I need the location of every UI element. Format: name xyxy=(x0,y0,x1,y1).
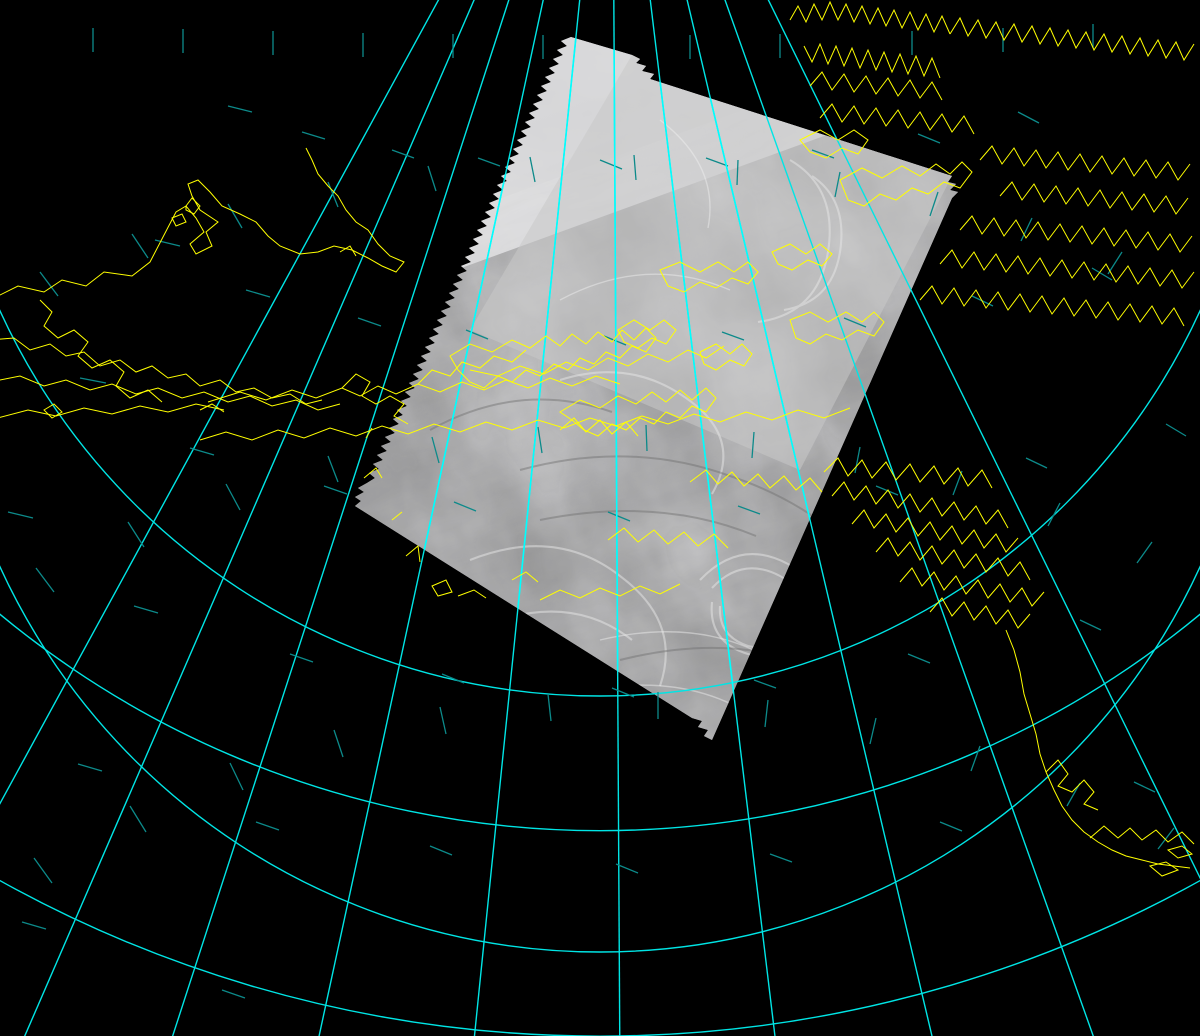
coastline-melville-island xyxy=(659,261,759,293)
coastline-swath-gulf-boothia xyxy=(689,469,823,493)
coastline-devon-island xyxy=(789,311,885,345)
coastline-alaska-bay xyxy=(185,197,201,215)
coastline-arctic-fjords-i xyxy=(939,249,1195,289)
meridian-180W xyxy=(0,0,440,805)
coastline-frag-8 xyxy=(199,403,225,413)
coastline-greenland-fjords-c xyxy=(875,537,1031,581)
coastline-island-small-1 xyxy=(171,213,187,227)
coastline-great-bear xyxy=(417,349,527,385)
parallels-group xyxy=(0,309,1200,1036)
ticks-parallel-50N xyxy=(33,692,1175,884)
coastline-labrador-notch xyxy=(1045,759,1099,811)
coastline-arctic-fjords-j xyxy=(919,285,1185,327)
coastline-bering-inlet xyxy=(39,299,163,403)
coastline-frag-1 xyxy=(365,427,373,439)
parallel-50N xyxy=(0,879,1200,1036)
parallel-70N xyxy=(0,565,1200,953)
coastline-somerset-island xyxy=(699,343,753,371)
coastline-prince-wales xyxy=(617,319,677,349)
coastline-greenland-west xyxy=(823,457,993,489)
coastline-aleutian-chain xyxy=(0,403,225,418)
coastline-arctic-fjords-d xyxy=(809,71,943,101)
coastline-swath-inlet xyxy=(559,417,639,437)
coastline-arctic-fjords-g xyxy=(999,181,1189,215)
meridian-100W xyxy=(724,0,1094,1036)
coastline-alaska-peninsula xyxy=(0,337,323,405)
coastline-mackenzie-delta xyxy=(341,373,409,425)
coastline-hudson-east xyxy=(1005,629,1191,869)
coastline-bathurst-island xyxy=(771,243,833,271)
coastline-banks-island xyxy=(449,327,657,389)
ticks-parallel-80N xyxy=(92,24,1094,59)
coastline-frag-9 xyxy=(339,245,357,257)
ticks-meridians xyxy=(7,105,1187,999)
parallel-80N xyxy=(0,309,1200,697)
coastline-hudson-west xyxy=(641,407,851,425)
coastline-frag-4 xyxy=(405,545,421,563)
coastline-baffin-south xyxy=(1089,825,1195,845)
coastline-swath-bay xyxy=(607,527,729,549)
coastline-island-small-2 xyxy=(43,403,63,419)
coastline-greenland-fjords-b xyxy=(851,509,1019,553)
coastline-greenland-fjords-a xyxy=(831,481,1009,529)
coastline-alaska-north xyxy=(0,147,405,296)
coastline-ellesmere xyxy=(839,161,973,207)
coastline-arctic-fjords-a xyxy=(789,0,951,35)
coastline-arctic-fjords-h xyxy=(959,215,1193,253)
coastline-frag-3 xyxy=(391,511,403,521)
coastline-arctic-fjords-f xyxy=(979,145,1191,181)
coastline-arctic-fjords-b xyxy=(949,16,1195,62)
coastline-alaska-south xyxy=(0,375,341,411)
coastline-greenland-fjords-d xyxy=(899,567,1045,607)
graticule-ticks-layer xyxy=(7,24,1187,999)
coastline-layer xyxy=(0,0,1195,877)
meridian-90W xyxy=(767,0,1200,880)
coastline-arctic-fjords-e xyxy=(819,103,975,135)
coastline-greenland-fjords-e xyxy=(929,597,1031,629)
ticks-parallel-60N xyxy=(35,424,1153,593)
coastline-axel-heiberg xyxy=(799,129,869,159)
coastline-nwt-south xyxy=(199,415,643,441)
coastline-frag-2 xyxy=(363,467,383,479)
coastline-arctic-fjords-c xyxy=(803,42,941,79)
coastline-small-island-se xyxy=(1148,861,1180,877)
parallel-60N xyxy=(0,613,1200,832)
meridian-160W xyxy=(171,0,510,1036)
meridian-170W xyxy=(23,0,475,1036)
coastline-small-island-se2 xyxy=(1166,845,1194,859)
coastline-swath-arctic-coast xyxy=(469,345,725,377)
swath-upper-sheet xyxy=(470,55,952,470)
ticks-parallel-70N xyxy=(39,154,1123,297)
coastline-swath-peninsula xyxy=(539,583,681,601)
coastline-frag-7 xyxy=(511,571,539,583)
coastline-frag-5 xyxy=(431,579,453,597)
coastline-frag-6 xyxy=(457,589,487,599)
